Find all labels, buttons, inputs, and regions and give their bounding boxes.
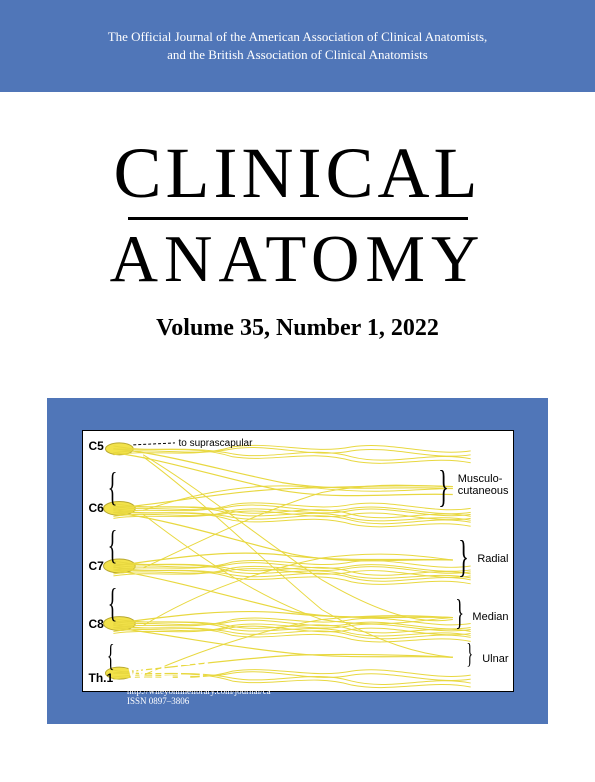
brace-right-musculocutaneous: } [439, 461, 450, 512]
branch-label-radial: Radial [477, 553, 508, 565]
suprascapular-label: to suprascapular [179, 438, 253, 449]
spinal-label-c7: C7 [89, 559, 104, 573]
volume-issue-line: Volume 35, Number 1, 2022 [0, 315, 595, 342]
branch-label-ulnar: Ulnar [482, 653, 508, 665]
brace-left-c8th1: { [106, 637, 114, 674]
wiley-logo: WILEY [127, 658, 271, 684]
publisher-footer: WILEY http://wileyonlinelibrary.com/jour… [127, 658, 271, 706]
issn-line: ISSN 0897–3806 [127, 696, 271, 706]
spinal-label-c8: C8 [89, 617, 104, 631]
spinal-label-c6: C6 [89, 501, 104, 515]
title-divider-rule [128, 217, 468, 220]
brace-right-radial: } [459, 531, 470, 582]
title-word-clinical: CLINICAL [0, 137, 595, 209]
journal-title-block: CLINICAL ANATOMY Volume 35, Number 1, 20… [0, 137, 595, 342]
header-line1: The Official Journal of the American Ass… [108, 29, 488, 44]
title-word-anatomy: ANATOMY [0, 226, 595, 293]
header-band: The Official Journal of the American Ass… [0, 0, 595, 92]
branch-label-musculocutaneous: Musculo- cutaneous [458, 473, 509, 497]
cover-figure-panel: C5 C6 C7 C8 Th.1 to suprascapular { { { … [47, 398, 548, 724]
branch-label-median: Median [472, 611, 508, 623]
journal-url: http://wileyonlinelibrary.com/journal/ca [127, 686, 271, 696]
brace-right-ulnar: } [466, 639, 473, 671]
spinal-label-c5: C5 [89, 439, 104, 453]
brace-right-median: } [456, 591, 465, 633]
header-subtitle: The Official Journal of the American Ass… [108, 28, 488, 64]
brace-left-c7c8: { [107, 579, 117, 626]
header-line2: and the British Association of Clinical … [167, 47, 428, 62]
brace-left-c5c6: { [107, 463, 117, 510]
brachial-plexus-diagram: C5 C6 C7 C8 Th.1 to suprascapular { { { … [82, 430, 514, 692]
brace-left-c6c7: { [107, 521, 117, 568]
